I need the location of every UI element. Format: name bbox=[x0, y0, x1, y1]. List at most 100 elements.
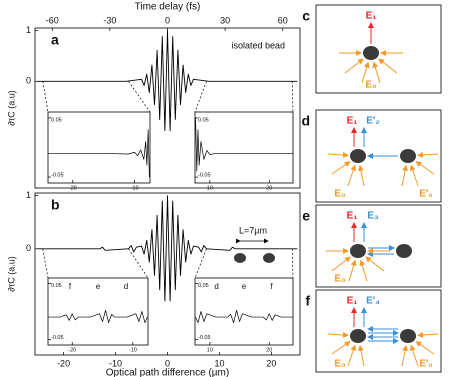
field-arrow bbox=[372, 61, 381, 84]
y-tick-label: 0 bbox=[26, 243, 31, 253]
x-tick-label: 10 bbox=[207, 347, 213, 353]
bead bbox=[263, 253, 275, 263]
plot-frame bbox=[34, 27, 301, 189]
y-tick-label: 1 bbox=[26, 25, 31, 35]
inset-label: e bbox=[96, 282, 101, 291]
field-arrow bbox=[331, 256, 351, 272]
bead bbox=[350, 149, 366, 163]
y-tick-label: 0.05 bbox=[51, 117, 62, 123]
y-tick-label: -0.05 bbox=[51, 173, 64, 179]
bead bbox=[400, 329, 416, 343]
zoom-guide bbox=[291, 81, 294, 113]
y-tick-label: -0.05 bbox=[198, 173, 211, 179]
panel-label: a bbox=[51, 32, 59, 48]
inset-label: f bbox=[69, 282, 72, 291]
bead bbox=[363, 46, 379, 60]
bead bbox=[234, 253, 246, 263]
annotation: L=7µm bbox=[239, 225, 267, 235]
x2-tick-label: -60 bbox=[46, 15, 59, 25]
field-arrow bbox=[416, 152, 439, 158]
data-line bbox=[195, 117, 293, 172]
x-tick-label: -10 bbox=[129, 347, 137, 353]
bead bbox=[350, 329, 366, 343]
data-line bbox=[37, 30, 298, 132]
inset-background bbox=[195, 112, 293, 183]
x-tick-label: 10 bbox=[207, 185, 213, 191]
x2-tick-label: -30 bbox=[103, 15, 116, 25]
x-tick-label: -20 bbox=[69, 185, 77, 191]
x-tick-label: -10 bbox=[109, 358, 122, 368]
annotation: isolated bead bbox=[231, 40, 285, 50]
panel-label: e bbox=[302, 208, 310, 224]
y-axis-label: ∂τC (a.u) bbox=[6, 256, 16, 292]
field-label: E₁ bbox=[366, 11, 377, 22]
field-label: E′₀ bbox=[419, 359, 433, 370]
field-arrow bbox=[331, 161, 351, 175]
x-tick-label: 20 bbox=[266, 347, 272, 353]
field-arrow bbox=[327, 332, 350, 338]
inset-label: e bbox=[242, 282, 247, 291]
field-arrow bbox=[415, 161, 435, 175]
zoom-guide bbox=[291, 248, 294, 279]
field-arrow bbox=[409, 164, 419, 187]
field-arrow bbox=[348, 259, 357, 282]
field-label: E₀ bbox=[365, 80, 376, 91]
inset-background bbox=[48, 112, 150, 183]
bead bbox=[396, 244, 412, 258]
data-line bbox=[195, 310, 293, 324]
field-arrow bbox=[327, 152, 350, 158]
x-tick-label: 10 bbox=[214, 358, 224, 368]
x2-tick-label: 30 bbox=[220, 15, 230, 25]
inset-label: d bbox=[214, 282, 218, 291]
field-label: E′₂ bbox=[366, 116, 380, 127]
schematic-frame bbox=[315, 109, 442, 203]
x-tick-label: 20 bbox=[266, 185, 272, 191]
inset-label: d bbox=[124, 282, 128, 291]
zoom-guide bbox=[194, 81, 207, 113]
field-arrow bbox=[357, 344, 365, 367]
plot-frame bbox=[47, 111, 151, 184]
bead bbox=[350, 244, 366, 258]
data-line bbox=[48, 310, 148, 324]
field-arrow bbox=[331, 341, 351, 355]
field-arrow bbox=[416, 332, 439, 338]
y-tick-label: 1 bbox=[26, 190, 31, 200]
y-tick-label: 0 bbox=[26, 76, 31, 86]
field-arrow bbox=[409, 344, 419, 367]
schematic-frame bbox=[315, 289, 442, 373]
x-tick-label: 20 bbox=[266, 358, 276, 368]
field-label: E₁ bbox=[347, 296, 358, 307]
field-arrow bbox=[361, 61, 370, 84]
field-arrow bbox=[344, 58, 364, 74]
x-tick-label: -10 bbox=[131, 185, 139, 191]
y-tick-label: -0.05 bbox=[51, 335, 64, 341]
zoom-guide bbox=[194, 248, 207, 279]
schematic-frame bbox=[315, 204, 442, 288]
plot-frame bbox=[47, 277, 149, 346]
plot-frame bbox=[194, 277, 294, 346]
bead bbox=[400, 149, 416, 163]
x-tick-label: -20 bbox=[57, 358, 70, 368]
inset-background bbox=[195, 278, 293, 345]
x-tick-label: 0 bbox=[165, 358, 170, 368]
field-label: E₁ bbox=[347, 116, 358, 127]
zoom-guide bbox=[42, 81, 49, 113]
field-label: E₀ bbox=[334, 274, 345, 285]
x2-axis-label: Time delay (fs) bbox=[135, 2, 201, 13]
field-arrow bbox=[415, 341, 435, 355]
data-line bbox=[37, 195, 298, 302]
field-arrow bbox=[401, 344, 409, 367]
schematic-frame bbox=[315, 4, 442, 94]
panel-label: f bbox=[305, 293, 310, 309]
field-label: E₀ bbox=[334, 189, 345, 200]
zoom-guide bbox=[128, 248, 149, 279]
x2-tick-label: 60 bbox=[278, 15, 288, 25]
field-label: E′₀ bbox=[419, 189, 433, 200]
field-arrow bbox=[401, 164, 409, 187]
x-tick-label: -20 bbox=[68, 347, 76, 353]
inset-label: f bbox=[270, 282, 273, 291]
field-arrow bbox=[365, 256, 385, 272]
field-arrow bbox=[359, 259, 368, 282]
y-axis-label: ∂τC (a.u) bbox=[6, 90, 16, 126]
plot-frame bbox=[194, 111, 294, 184]
